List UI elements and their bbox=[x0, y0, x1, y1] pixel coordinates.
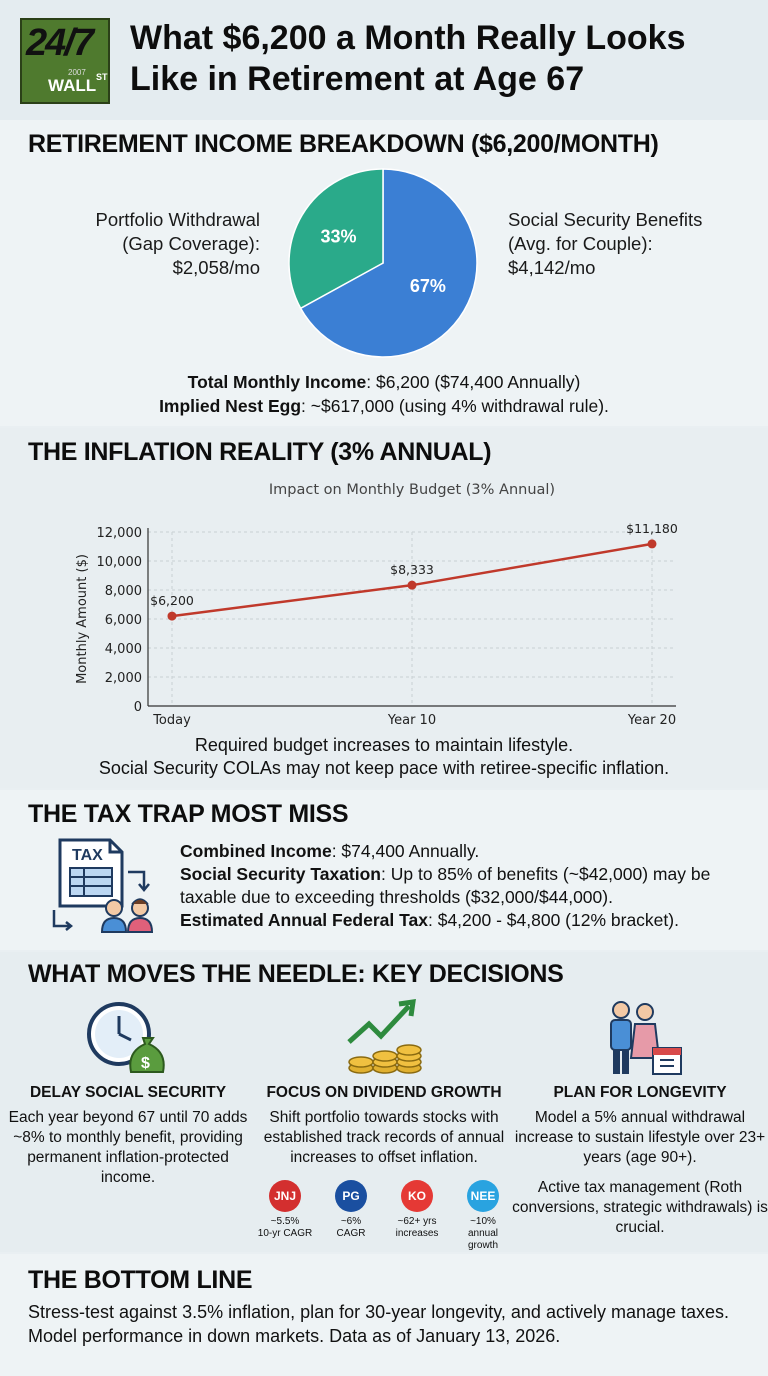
ss-taxation-value: : Up to 85% of benefits (~$42,000) may b… bbox=[180, 864, 711, 907]
caption-line: Social Security COLAs may not keep pace … bbox=[98, 758, 670, 778]
tax-form-icon: TAX bbox=[52, 838, 154, 933]
growth-coins-icon bbox=[347, 999, 422, 1074]
portfolio-withdrawal-label: Portfolio Withdrawal (Gap Coverage): $2,… bbox=[40, 208, 260, 280]
federal-tax-key: Estimated Annual Federal Tax bbox=[180, 910, 428, 930]
bottom-line-section: THE BOTTOM LINE Stress-test against 3.5%… bbox=[0, 1254, 768, 1376]
pie-slice-label: 67% bbox=[410, 276, 446, 296]
logo-st: ST bbox=[96, 72, 108, 82]
y-tick-label: 0 bbox=[134, 700, 142, 715]
data-label: $11,180 bbox=[626, 521, 678, 536]
longevity-column: PLAN FOR LONGEVITY Model a 5% annual wit… bbox=[512, 996, 768, 1238]
label-line: $4,142/mo bbox=[508, 257, 596, 278]
decisions-heading: WHAT MOVES THE NEEDLE: KEY DECISIONS bbox=[28, 960, 564, 988]
inflation-heading: THE INFLATION REALITY (3% ANNUAL) bbox=[28, 438, 492, 466]
ticker-note: ~10% annual growth bbox=[467, 1216, 499, 1251]
label-line: Portfolio Withdrawal bbox=[95, 209, 260, 230]
ticker-logo: NEE bbox=[467, 1180, 499, 1212]
income-breakdown-section: RETIREMENT INCOME BREAKDOWN ($6,200/MONT… bbox=[0, 120, 768, 426]
tax-details: Combined Income: $74,400 Annually. Socia… bbox=[180, 840, 755, 932]
header: 24/7 2007 WALL ST What $6,200 a Month Re… bbox=[0, 0, 768, 120]
brand-logo[interactable]: 24/7 2007 WALL ST bbox=[20, 18, 110, 104]
label-line: $2,058/mo bbox=[172, 257, 260, 278]
y-tick-label: 6,000 bbox=[105, 613, 142, 628]
elderly-couple-calendar-icon bbox=[610, 1001, 682, 1075]
tax-heading: THE TAX TRAP MOST MISS bbox=[28, 800, 349, 828]
label-line: Social Security Benefits bbox=[508, 209, 703, 230]
caption-line: Required budget increases to maintain li… bbox=[194, 735, 574, 755]
social-security-label: Social Security Benefits (Avg. for Coupl… bbox=[508, 208, 748, 280]
label-line: (Avg. for Couple): bbox=[508, 233, 653, 254]
ticker-logo: KO bbox=[401, 1180, 433, 1212]
svg-text:$: $ bbox=[141, 1055, 150, 1072]
nest-egg-value: : ~$617,000 (using 4% withdrawal rule). bbox=[301, 396, 609, 416]
data-point bbox=[647, 539, 657, 549]
ticker-item: PG ~6% CAGR bbox=[323, 1180, 379, 1252]
ticker-note: ~6% CAGR bbox=[336, 1216, 366, 1239]
ticker-item: NEE ~10% annual growth bbox=[455, 1180, 511, 1252]
federal-tax-value: : $4,200 - $4,800 (12% bracket). bbox=[427, 910, 679, 930]
inflation-caption: Required budget increases to maintain li… bbox=[0, 734, 768, 780]
pie-slice-label: 33% bbox=[320, 227, 356, 247]
data-point bbox=[167, 611, 177, 621]
y-tick-label: 10,000 bbox=[97, 555, 143, 570]
decisions-section: WHAT MOVES THE NEEDLE: KEY DECISIONS $ D… bbox=[0, 952, 768, 1252]
x-tick-label: Year 10 bbox=[387, 713, 436, 728]
total-income-value: : $6,200 ($74,400 Annually) bbox=[366, 372, 581, 392]
chart-title: Impact on Monthly Budget (3% Annual) bbox=[269, 482, 555, 498]
col2-title: FOCUS ON DIVIDEND GROWTH bbox=[266, 1084, 502, 1101]
data-label: $8,333 bbox=[390, 562, 434, 577]
col3-text2: Active tax management (Roth conversions,… bbox=[512, 1179, 768, 1236]
x-tick-label: Today bbox=[152, 713, 191, 728]
data-label: $6,200 bbox=[150, 593, 194, 608]
col3-text1: Model a 5% annual withdrawal increase to… bbox=[514, 1109, 766, 1166]
logo-year: 2007 bbox=[68, 68, 86, 77]
bottom-line-text: Stress-test against 3.5% inflation, plan… bbox=[28, 1302, 730, 1346]
income-pie-chart: 67% 33% bbox=[288, 168, 478, 358]
col3-title: PLAN FOR LONGEVITY bbox=[553, 1084, 727, 1101]
ss-taxation-key: Social Security Taxation bbox=[180, 864, 381, 884]
income-heading: RETIREMENT INCOME BREAKDOWN ($6,200/MONT… bbox=[28, 130, 659, 158]
combined-income-value: : $74,400 Annually. bbox=[331, 841, 480, 861]
ticker-note: ~62+ yrs increases bbox=[395, 1216, 439, 1239]
ticker-item: JNJ ~5.5% 10-yr CAGR bbox=[257, 1180, 313, 1252]
ticker-note: ~5.5% 10-yr CAGR bbox=[257, 1216, 313, 1239]
bottom-line-heading: THE BOTTOM LINE bbox=[28, 1266, 253, 1294]
pie-slice bbox=[288, 168, 384, 310]
pie-slice bbox=[299, 168, 478, 358]
dividend-growth-column: FOCUS ON DIVIDEND GROWTH Shift portfolio… bbox=[256, 996, 512, 1252]
ticker-item: KO ~62+ yrs increases bbox=[389, 1180, 445, 1252]
ticker-logo: PG bbox=[335, 1180, 367, 1212]
inflation-section: THE INFLATION REALITY (3% ANNUAL) Impact… bbox=[0, 428, 768, 788]
ticker-logo: JNJ bbox=[269, 1180, 301, 1212]
y-tick-label: 4,000 bbox=[105, 642, 142, 657]
tax-icon-text: TAX bbox=[72, 847, 103, 864]
col1-title: DELAY SOCIAL SECURITY bbox=[29, 1084, 227, 1101]
combined-income-key: Combined Income bbox=[180, 841, 332, 861]
inflation-line-chart: Impact on Monthly Budget (3% Annual) 0 2,0… bbox=[75, 482, 678, 728]
label-line: (Gap Coverage): bbox=[122, 233, 260, 254]
y-axis-label: Monthly Amount ($) bbox=[75, 554, 90, 684]
col2-text: Shift portfolio towards stocks with esta… bbox=[263, 1109, 505, 1166]
total-income-key: Total Monthly Income bbox=[187, 372, 367, 392]
y-tick-label: 8,000 bbox=[105, 584, 142, 599]
nest-egg-key: Implied Nest Egg bbox=[159, 396, 302, 416]
data-point bbox=[407, 580, 417, 590]
page-title: What $6,200 a Month Really Looks Like in… bbox=[130, 19, 686, 98]
tax-section: THE TAX TRAP MOST MISS TAX Combined Inco… bbox=[0, 790, 768, 950]
clock-money-bag-icon: $ bbox=[87, 1002, 165, 1073]
dividend-tickers: JNJ ~5.5% 10-yr CAGR PG ~6% CAGR KO ~62+ yrs inc… bbox=[256, 1180, 512, 1252]
delay-social-security-column: $ DELAY SOCIAL SECURITY Each year beyond… bbox=[0, 996, 256, 1188]
y-tick-label: 2,000 bbox=[105, 671, 142, 686]
logo-wall: WALL bbox=[48, 76, 97, 95]
logo-text: 24/7 bbox=[26, 22, 94, 64]
y-tick-label: 12,000 bbox=[97, 526, 143, 541]
col1-text: Each year beyond 67 until 70 adds ~8% to… bbox=[8, 1109, 248, 1186]
x-tick-label: Year 20 bbox=[627, 713, 676, 728]
income-totals: Total Monthly Income: $6,200 ($74,400 An… bbox=[0, 370, 768, 418]
